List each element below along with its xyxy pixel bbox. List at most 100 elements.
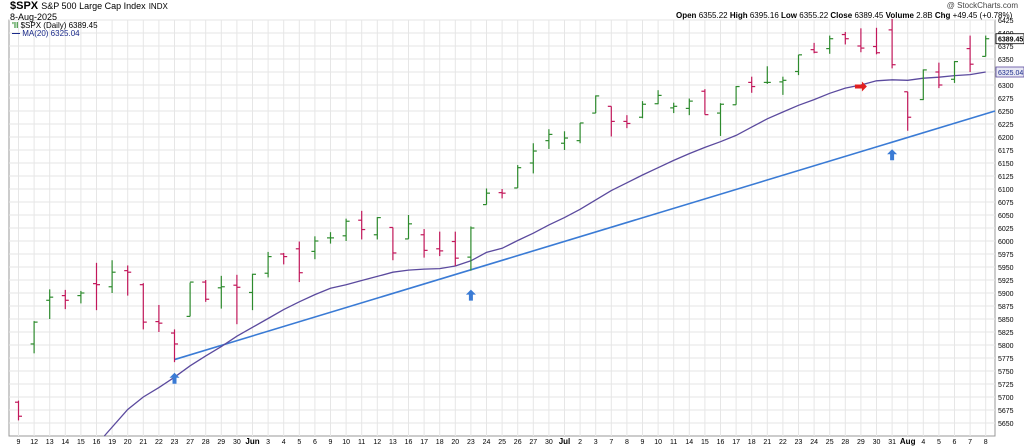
ohlc-bar — [405, 215, 412, 240]
x-tick-label: 23 — [171, 439, 179, 446]
legend-price: 'll $SPX (Daily) 6389.45 — [12, 21, 98, 30]
chg-value: +49.45 (+0.78%) — [952, 11, 1013, 20]
price-tags: 6389.45 6325.04 — [995, 33, 1024, 78]
x-tick-label: 15 — [701, 439, 709, 446]
x-tick-label: 25 — [498, 439, 506, 446]
high-label: High — [729, 11, 748, 20]
ohlc-bar — [264, 251, 272, 278]
x-tick-label: 21 — [763, 439, 771, 446]
x-tick-label: 11 — [358, 439, 365, 446]
ohlc-bar — [748, 76, 756, 93]
y-tick-label: 5925 — [998, 278, 1014, 285]
ma20-line — [103, 71, 986, 437]
y-tick-label: 6050 — [998, 213, 1014, 220]
price-tag-box — [995, 33, 1024, 45]
y-tick-label: 5650 — [998, 421, 1014, 428]
x-tick-label: 10 — [342, 439, 350, 446]
x-tick-label: 4 — [921, 439, 925, 446]
ohlc-bar — [139, 283, 147, 330]
ohlc-bars — [15, 18, 990, 421]
ohlc-bar — [389, 226, 397, 261]
ohlc-bar — [951, 60, 958, 83]
ohlc-bar — [217, 275, 225, 309]
legend-ma-text: MA(20) 6325.04 — [22, 29, 80, 38]
y-tick-label: 5725 — [998, 382, 1014, 389]
x-tick-label: 24 — [483, 439, 491, 446]
ohlc-bar — [420, 229, 428, 258]
ohlc-bar — [311, 236, 319, 260]
y-tick-label: 6175 — [998, 148, 1014, 155]
ohlc-bar — [592, 95, 600, 114]
ohlc-bar — [623, 115, 631, 129]
ohlc-bar — [919, 69, 927, 101]
ohlc-bar — [966, 35, 974, 72]
x-tick-label: 7 — [968, 439, 972, 446]
y-tick-label: 5875 — [998, 304, 1014, 311]
x-tick-label: 28 — [202, 439, 210, 446]
x-tick-label: 2 — [578, 439, 582, 446]
y-tick-label: 5825 — [998, 330, 1014, 337]
y-tick-label: 6125 — [998, 174, 1014, 181]
x-tick-label: 29 — [217, 439, 225, 446]
legend-price-text: $SPX (Daily) 6389.45 — [20, 21, 98, 30]
index-name: S&P 500 Large Cap Index — [41, 1, 146, 11]
x-tick-label: 21 — [139, 439, 147, 446]
ohlc-bar — [483, 188, 490, 206]
y-tick-label: 6375 — [998, 44, 1014, 51]
ohlc-bar — [77, 290, 85, 304]
x-tick-label: 11 — [670, 439, 677, 446]
volume-value: 2.8B — [916, 11, 933, 20]
ohlc-bar — [93, 262, 100, 311]
chart-title: $SPX S&P 500 Large Cap Index INDX — [10, 0, 168, 12]
ohlc-bar — [373, 217, 381, 240]
ohlc-bar — [576, 122, 584, 144]
x-tick-label: 24 — [810, 439, 818, 446]
y-axis: 5650 5675 5700 5725 5750 5775 5800 5825 5850 5875… — [998, 18, 1014, 428]
ohlc-bar — [607, 105, 615, 137]
ohlc-bar — [124, 265, 132, 296]
y-tick-label: 6075 — [998, 200, 1014, 207]
x-tick-label: 17 — [420, 439, 428, 446]
ohlc-bar — [108, 260, 116, 293]
y-tick-label: 6350 — [998, 57, 1014, 64]
x-tick-label: 27 — [186, 439, 194, 446]
x-tick-label: 8 — [984, 439, 988, 446]
ohlc-bar — [654, 90, 662, 105]
x-tick-label: 20 — [451, 439, 459, 446]
x-tick-label: 3 — [266, 439, 270, 446]
ohlc-bar — [841, 31, 849, 45]
ohlc-summary: Open 6355.22 High 6395.16 Low 6355.22 Cl… — [676, 11, 1012, 20]
y-tick-label: 6425 — [998, 18, 1014, 25]
ohlc-bar — [810, 42, 818, 54]
ohlc-bar — [888, 18, 896, 69]
open-label: Open — [676, 11, 697, 20]
y-tick-label: 5675 — [998, 408, 1014, 415]
x-tick-label: 15 — [77, 439, 85, 446]
x-tick-label: 9 — [641, 439, 645, 446]
x-tick-label: 4 — [282, 439, 286, 446]
x-tick-label: 23 — [795, 439, 803, 446]
ohlc-bar — [670, 102, 678, 114]
x-tick-label: 5 — [937, 439, 941, 446]
arrow-right-icon — [854, 81, 867, 92]
ohlc-bar — [685, 98, 693, 116]
ohlc-bar — [826, 35, 834, 54]
y-tick-label: 6300 — [998, 83, 1014, 90]
trendline — [174, 110, 996, 361]
x-tick-label: 13 — [46, 439, 54, 446]
x-tick-label: 26 — [514, 439, 522, 446]
ohlc-bar — [701, 89, 709, 116]
x-tick-label: 23 — [467, 439, 475, 446]
y-tick-label: 6275 — [998, 96, 1014, 103]
x-tick-label: 13 — [389, 439, 397, 446]
x-tick-label: 28 — [841, 439, 849, 446]
x-tick-label: 12 — [373, 439, 381, 446]
open-value: 6355.22 — [698, 11, 728, 20]
ohlc-bar — [795, 54, 802, 76]
volume-label: Volume — [885, 11, 914, 20]
x-tick-label: Jul — [559, 437, 571, 446]
ohlc-bar — [904, 91, 912, 131]
y-tick-label: 5775 — [998, 356, 1014, 363]
y-tick-label: 5975 — [998, 252, 1014, 259]
